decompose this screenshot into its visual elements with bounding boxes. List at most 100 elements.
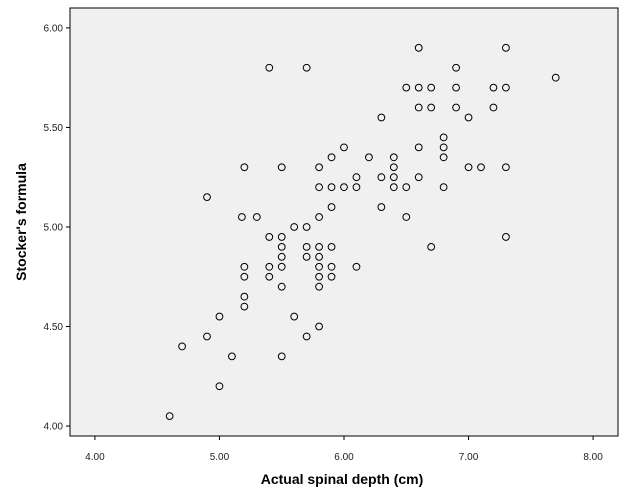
data-point [315, 322, 323, 331]
x-tick-label: 5.00 [210, 452, 230, 463]
data-point [315, 213, 323, 221]
y-tick-label: 5.00 [44, 222, 64, 233]
y-tick-label: 6.00 [44, 23, 64, 34]
data-point [427, 103, 436, 112]
data-point [502, 233, 510, 241]
data-point [427, 83, 436, 92]
data-point [340, 183, 348, 192]
y-tick-label: 4.50 [44, 322, 64, 333]
data-point [327, 183, 336, 192]
data-point [265, 262, 274, 271]
data-point [489, 103, 498, 112]
data-point [340, 143, 348, 152]
data-point [414, 83, 423, 92]
data-point [489, 83, 498, 92]
data-point [265, 233, 274, 241]
data-point [414, 143, 423, 152]
y-axis-label: Stocker's formula [13, 163, 29, 281]
data-point [327, 203, 336, 211]
y-tick-label: 4.00 [44, 422, 64, 433]
data-point [352, 173, 361, 182]
data-point [315, 272, 323, 281]
data-point [389, 173, 398, 182]
data-point [277, 252, 286, 261]
data-point [551, 73, 560, 82]
data-point [439, 183, 448, 192]
data-point [315, 282, 323, 291]
data-point [240, 272, 249, 281]
data-point [203, 332, 211, 341]
x-tick-label: 7.00 [459, 452, 479, 463]
data-point [203, 193, 211, 202]
data-point [464, 163, 473, 172]
data-point [439, 143, 448, 152]
data-point [277, 352, 286, 361]
data-point [277, 233, 286, 241]
data-point [427, 242, 436, 251]
data-point [402, 213, 411, 221]
data-point [327, 242, 336, 251]
data-point [452, 103, 460, 112]
data-point [352, 183, 361, 192]
data-point [402, 183, 411, 192]
data-point [365, 153, 373, 162]
data-point [477, 163, 485, 172]
data-point [502, 83, 510, 92]
data-point [414, 43, 423, 52]
data-point [452, 63, 460, 72]
data-point [277, 242, 286, 251]
data-point [414, 103, 423, 112]
data-point [377, 173, 386, 182]
data-point [178, 342, 186, 351]
data-point [402, 83, 411, 92]
data-point [215, 382, 224, 391]
data-point [252, 213, 261, 221]
data-point [265, 63, 274, 72]
data-point [452, 83, 460, 92]
data-point [240, 262, 249, 271]
data-point [240, 292, 249, 301]
data-point [389, 183, 398, 192]
y-tick-label: 5.50 [44, 123, 64, 134]
data-point [352, 262, 361, 271]
data-point [414, 173, 423, 182]
data-point [277, 282, 286, 291]
data-point [240, 163, 249, 172]
data-point [315, 242, 323, 251]
data-point [290, 223, 299, 231]
data-point [439, 133, 448, 142]
data-point [237, 213, 246, 221]
data-point [302, 252, 311, 261]
data-point [215, 312, 224, 321]
data-point [315, 183, 323, 192]
data-point [302, 63, 311, 72]
data-point [290, 312, 299, 321]
data-point [277, 163, 286, 172]
x-tick-label: 8.00 [583, 452, 603, 463]
data-point [315, 252, 323, 261]
data-points [165, 43, 560, 420]
data-point [240, 302, 249, 311]
data-point [315, 262, 323, 271]
data-point [165, 412, 174, 420]
x-axis-label: Actual spinal depth (cm) [261, 471, 424, 487]
data-point [228, 352, 236, 361]
data-point [302, 332, 311, 341]
data-point [502, 43, 510, 52]
plot-area [69, 7, 619, 437]
data-point [502, 163, 510, 172]
x-tick-label: 6.00 [334, 452, 354, 463]
data-point [302, 242, 311, 251]
data-point [277, 262, 286, 271]
x-tick-label: 4.00 [85, 452, 105, 463]
y-axis: 4.00 4.50 5.00 5.50 6.00 [44, 23, 70, 433]
data-point [464, 113, 473, 122]
data-point [439, 153, 448, 162]
data-point [265, 272, 274, 281]
x-axis: 4.00 5.00 6.00 7.00 8.00 [85, 436, 603, 463]
data-point [315, 163, 323, 172]
data-point [302, 223, 311, 231]
data-point [389, 163, 398, 172]
data-point [377, 203, 386, 211]
